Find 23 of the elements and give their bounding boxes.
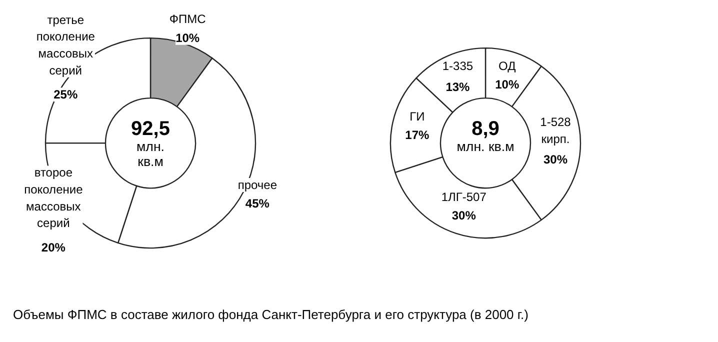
- data-label: 30%: [452, 208, 476, 223]
- slice-label: ГИ: [410, 109, 425, 124]
- data-label: 10%: [176, 30, 200, 45]
- slice-label: второе поколение массовых серий: [24, 166, 84, 230]
- data-label: 10%: [495, 78, 520, 92]
- data-label: 45%: [245, 196, 270, 211]
- slice-label: 1ЛГ-507: [441, 190, 487, 204]
- data-label: 25%: [54, 88, 78, 102]
- text: 8,9: [472, 118, 500, 140]
- text: млн. кв.м: [456, 139, 514, 154]
- text: 92,5: [131, 118, 170, 140]
- slice-label: прочее: [238, 178, 278, 192]
- slice-label: ФПМС: [169, 12, 206, 26]
- data-label: 13%: [446, 80, 470, 94]
- text: млн. кв.м: [136, 139, 165, 170]
- slice-label: третье поколение массовых серий: [36, 12, 96, 78]
- slice-label: ОД: [498, 58, 516, 73]
- data-label: 20%: [41, 240, 66, 254]
- data-label: 30%: [543, 152, 568, 166]
- data-label: 17%: [405, 128, 430, 142]
- slice-label: 1-335: [442, 59, 474, 74]
- text: Объемы ФПМС в составе жилого фонда Санкт-Петербурга и его структура (в 2000 г.): [13, 306, 528, 324]
- slice-label: 1-528 кирп.: [540, 115, 572, 146]
